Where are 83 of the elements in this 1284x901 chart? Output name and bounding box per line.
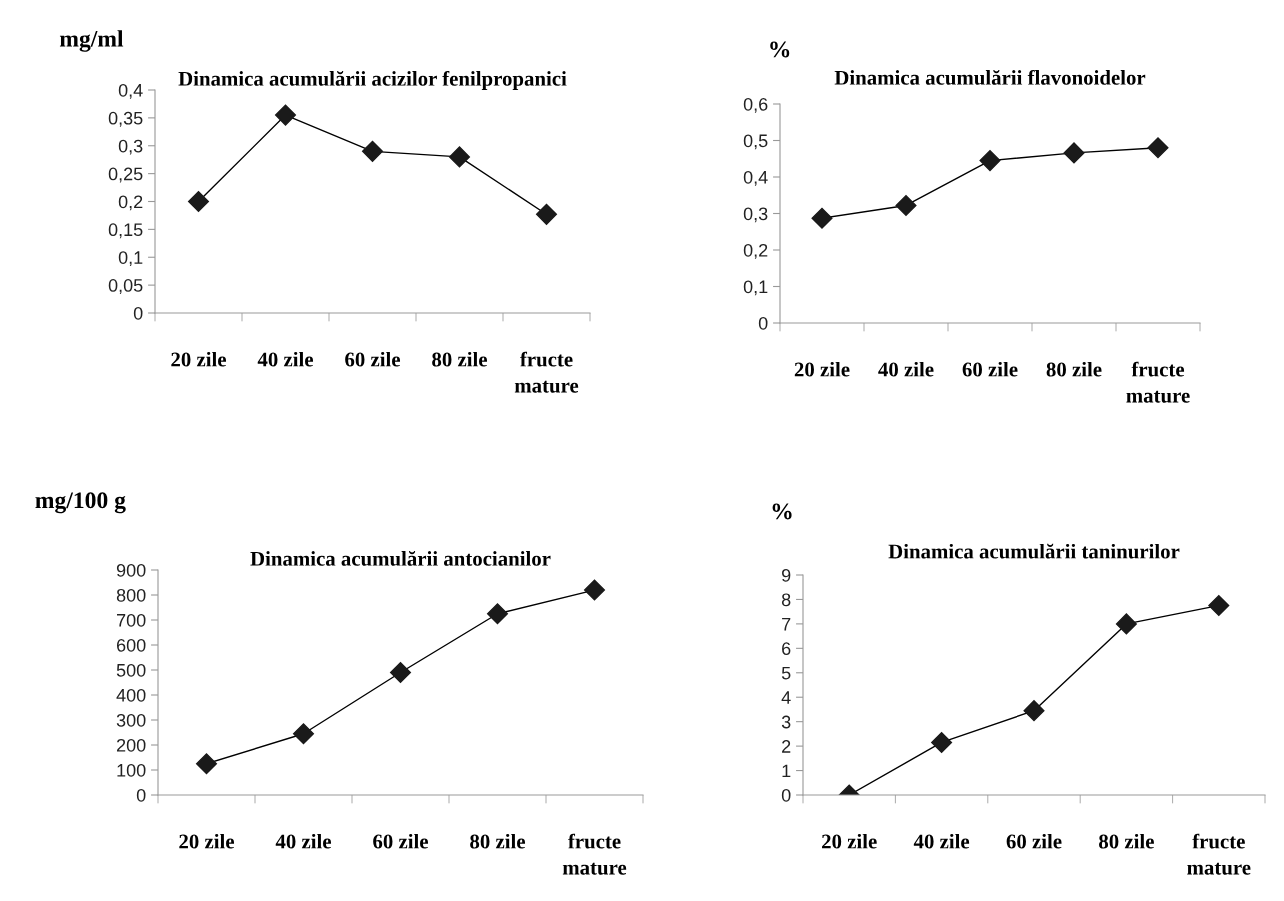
point (1147, 137, 1169, 159)
point (274, 104, 297, 126)
point (187, 190, 210, 213)
y-tick-label: 800 (116, 588, 146, 602)
point (811, 207, 833, 229)
x-tick-label: 80 zile (432, 351, 488, 367)
x-tick-label: 20 zile (794, 361, 850, 377)
point (1063, 142, 1085, 164)
y-tick-label: 0,1 (118, 251, 143, 267)
point (1023, 700, 1045, 722)
point (1208, 595, 1230, 617)
y-tick-label: 9 (782, 568, 791, 582)
y-tick-label: 0,25 (108, 167, 143, 183)
y-tick-label: 0,35 (108, 111, 143, 127)
x-tick-label: fructe mature (1126, 361, 1190, 403)
y-tick-label: 0,3 (743, 207, 768, 223)
x-tick-label: fructe mature (514, 351, 579, 393)
y-tick-label: 200 (116, 738, 146, 752)
x-tick-label: fructe mature (1187, 833, 1251, 875)
y-tick-label: 0 (133, 306, 143, 320)
y-tick-label: 0,4 (743, 170, 768, 186)
y-tick-label: 300 (116, 713, 146, 727)
y-tick-label: 0 (781, 788, 791, 802)
chart-title: Dinamica acumulării taninurilor (888, 543, 1180, 559)
x-tick-label: 40 zile (257, 351, 314, 367)
point (535, 203, 558, 225)
point (195, 753, 218, 775)
y-tick-label: 0 (136, 788, 146, 802)
x-tick-label: 80 zile (470, 833, 526, 849)
y-tick-label: 700 (117, 613, 146, 627)
y-tick-label: 8 (781, 593, 791, 607)
x-tick-label: 40 zile (275, 833, 332, 849)
y-axis-title: mg/100 g (35, 492, 126, 514)
y-tick-label: 600 (116, 638, 146, 652)
y-tick-label: 0,5 (743, 134, 768, 150)
y-tick-label: 5 (781, 666, 791, 680)
x-tick-label: 80 zile (1099, 833, 1154, 849)
y-tick-label: 0 (758, 316, 768, 330)
y-tick-label: 0,2 (743, 243, 768, 259)
y-tick-label: 0,3 (118, 139, 143, 155)
y-tick-label: 4 (781, 691, 791, 704)
x-tick-label: fructe mature (562, 833, 627, 875)
y-axis-title: % (772, 503, 792, 520)
point (486, 603, 509, 625)
y-tick-label: 2 (782, 740, 791, 753)
x-tick-label: 20 zile (822, 833, 877, 849)
point (389, 661, 412, 684)
point (895, 194, 917, 216)
y-tick-label: 0,4 (118, 83, 143, 99)
y-tick-label: 0,6 (743, 97, 768, 113)
y-tick-label: 0,1 (743, 280, 768, 296)
y-tick-label: 400 (116, 688, 146, 702)
y-axis-title: % (770, 41, 790, 58)
y-tick-label: 7 (782, 618, 791, 631)
point (361, 140, 384, 162)
chart-title: Dinamica acumulării antocianilor (250, 550, 551, 566)
y-tick-label: 100 (117, 763, 146, 777)
point (448, 146, 471, 168)
x-tick-label: 60 zile (1006, 833, 1062, 849)
y-axis-title: mg/ml (59, 30, 124, 52)
x-tick-label: 60 zile (962, 361, 1018, 377)
y-tick-label: 1 (782, 764, 791, 778)
point (931, 731, 953, 753)
x-tick-label: 20 zile (179, 833, 235, 849)
y-tick-label: 3 (781, 715, 791, 729)
y-tick-label: 900 (116, 563, 146, 577)
chart-title: Dinamica acumulării flavonoidelor (834, 69, 1146, 85)
point (583, 579, 606, 601)
x-tick-label: 60 zile (345, 351, 401, 367)
x-tick-label: 80 zile (1046, 361, 1102, 377)
x-tick-label: 20 zile (171, 351, 227, 367)
chart-title: Dinamica acumulării acizilor fenilpropanici (178, 70, 567, 90)
y-tick-label: 0,2 (118, 195, 143, 211)
point (979, 150, 1001, 172)
point (1115, 613, 1137, 635)
y-tick-label: 500 (116, 663, 146, 677)
y-tick-label: 0,05 (108, 279, 143, 294)
y-tick-label: 6 (782, 642, 791, 656)
y-tick-label: 0,15 (108, 223, 143, 239)
x-tick-label: 60 zile (373, 833, 429, 849)
x-tick-label: 40 zile (913, 833, 970, 849)
point (292, 723, 315, 745)
x-tick-label: 40 zile (878, 361, 934, 377)
